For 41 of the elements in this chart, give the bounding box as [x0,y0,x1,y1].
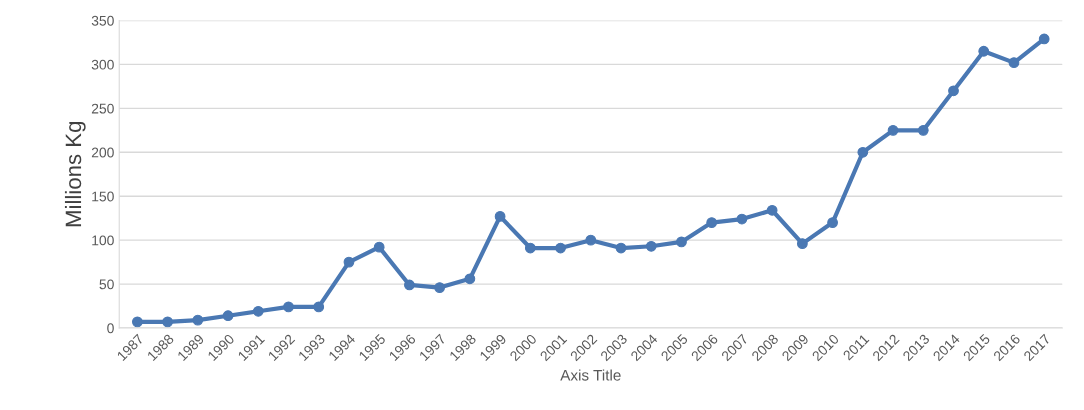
point [978,45,990,57]
point [1038,33,1050,45]
y-tick-label: 250 [91,103,114,114]
y-axis-title: Millions Kg [64,121,86,227]
point [676,236,687,248]
y-tick-label: 0 [107,323,114,334]
point [766,204,778,216]
point [494,211,506,222]
point [252,305,264,317]
point [645,240,657,252]
point [524,242,536,254]
point [948,85,959,97]
y-tick-label: 50 [99,279,114,290]
point [887,124,899,136]
point [192,314,204,326]
point [373,241,385,253]
point [706,217,718,228]
point [857,146,869,158]
point [162,316,173,328]
point [313,301,325,313]
point [585,234,597,246]
y-tick-label: 300 [91,59,114,70]
point [615,242,627,254]
x-axis-title: Axis Title [560,369,621,381]
point [736,213,748,225]
point [917,124,929,136]
point [132,316,143,328]
y-tick-label: 100 [92,235,114,246]
point [827,217,838,228]
point [1008,57,1020,69]
point [283,301,294,313]
point [555,242,566,254]
point [222,310,234,322]
point [434,282,446,293]
y-tick-label: 150 [92,191,114,202]
point [796,238,808,250]
point [343,256,355,268]
point [404,279,415,291]
y-tick-label: 200 [91,147,114,158]
point [464,273,476,285]
y-tick-label: 350 [91,15,114,26]
